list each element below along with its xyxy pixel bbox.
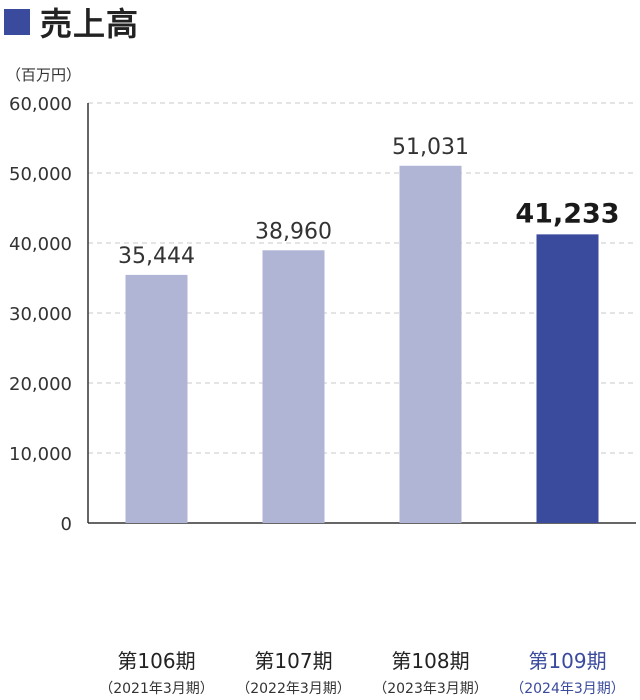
data-label: 38,960 [255,219,332,244]
category-fiscal-year: （2022年3月期） [236,681,351,697]
bar [262,250,325,523]
chart-title-block: 売上高 [4,2,140,43]
x-category-label: 第108期 （2023年3月期） [366,645,496,698]
category-fiscal-year: （2023年3月期） [373,681,488,697]
x-category-label: 第106期 （2021年3月期） [92,645,222,698]
unit-label: （百万円） [6,66,82,84]
y-tick-label: 40,000 [9,234,72,255]
y-tick-label: 0 [61,514,72,535]
x-category-label: 第107期 （2022年3月期） [229,645,359,698]
category-fiscal-year: （2024年3月期） [510,681,625,697]
bar [536,234,599,523]
category-fiscal-year: （2021年3月期） [99,681,214,697]
data-label: 51,031 [392,135,469,160]
bar [125,274,188,523]
bar [399,165,462,523]
x-category-label: 第109期 （2024年3月期） [503,645,633,698]
chart-title: 売上高 [40,5,140,43]
category-period: 第109期 [528,649,607,673]
y-tick-label: 10,000 [9,444,72,465]
category-period: 第107期 [254,649,333,673]
title-square-icon [4,9,30,35]
y-tick-label: 30,000 [9,304,72,325]
y-tick-label: 20,000 [9,374,72,395]
y-tick-label: 60,000 [9,94,72,115]
y-tick-label: 50,000 [9,164,72,185]
category-period: 第108期 [391,649,470,673]
data-label: 35,444 [118,244,195,269]
data-label: 41,233 [515,198,619,229]
category-period: 第106期 [117,649,196,673]
